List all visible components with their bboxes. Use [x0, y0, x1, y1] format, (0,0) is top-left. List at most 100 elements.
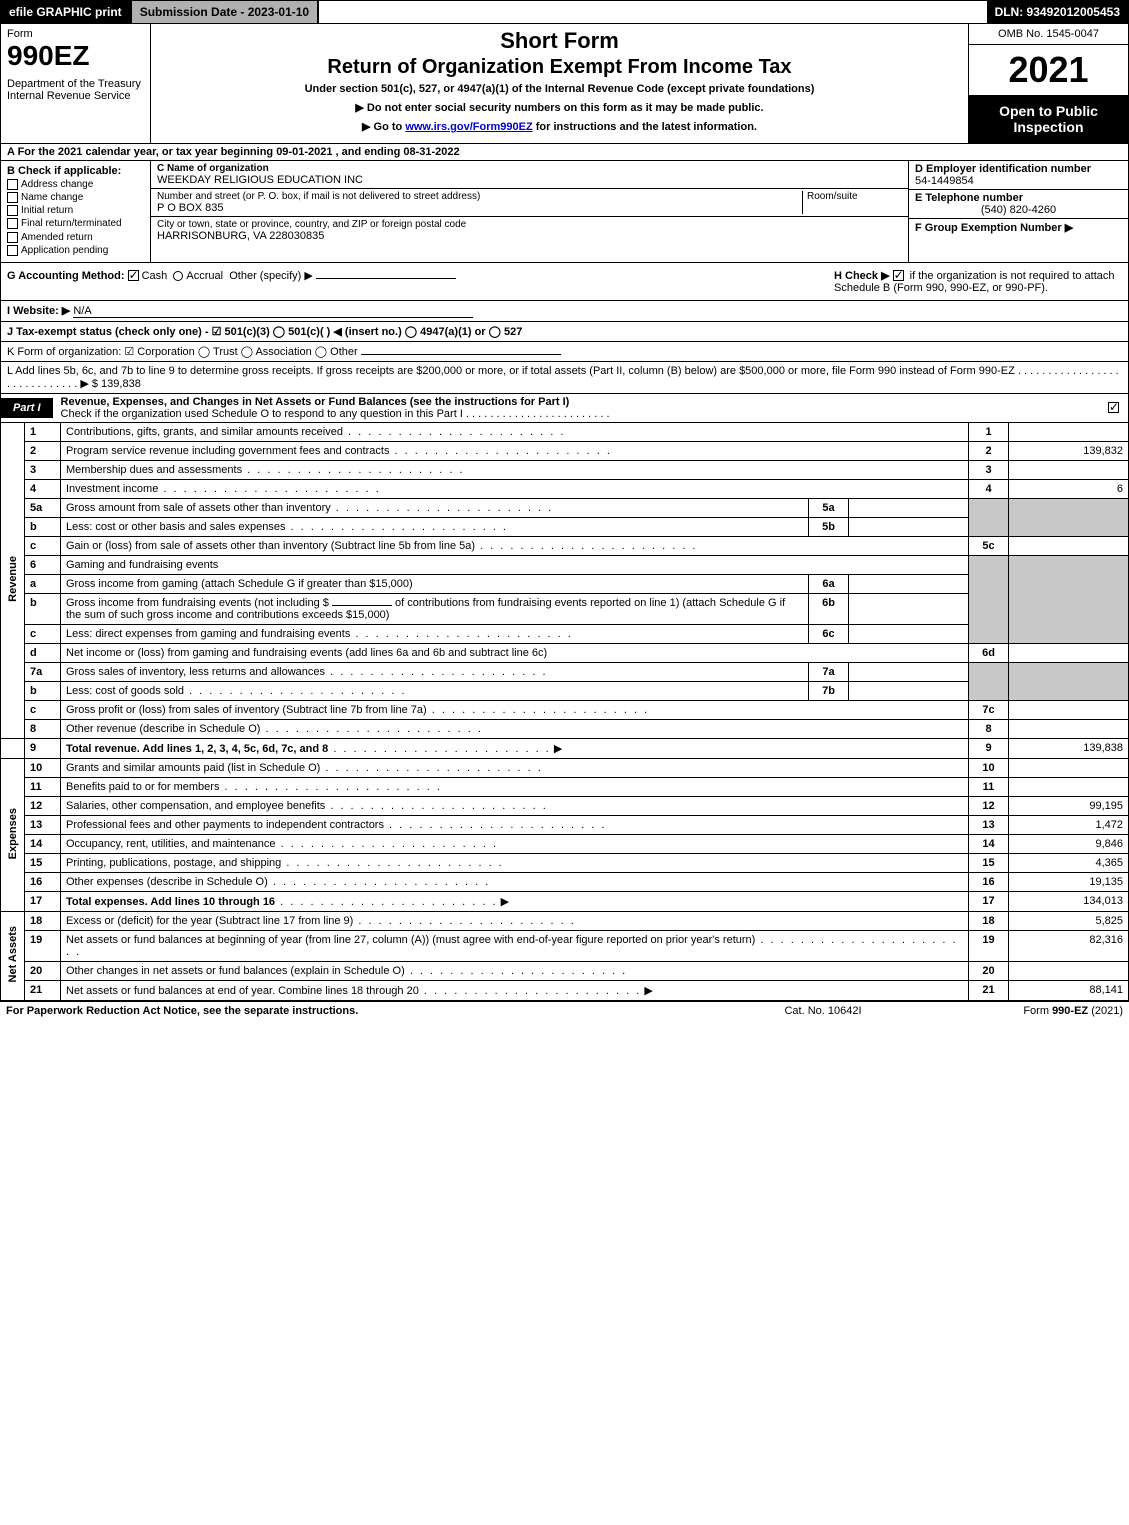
tax-exempt-status: J Tax-exempt status (check only one) - ☑…	[7, 326, 522, 338]
line-7b-subval	[849, 681, 969, 700]
line-18-val: 5,825	[1009, 911, 1129, 930]
line-12-desc: Salaries, other compensation, and employ…	[61, 796, 969, 815]
city-row: City or town, state or province, country…	[151, 217, 908, 244]
part1-schedule-o-check[interactable]	[1108, 402, 1128, 414]
submission-date-button[interactable]: Submission Date - 2023-01-10	[130, 1, 319, 23]
city-label: City or town, state or province, country…	[157, 219, 902, 230]
line-15-val: 4,365	[1009, 853, 1129, 872]
street-row: Number and street (or P. O. box, if mail…	[151, 189, 908, 217]
chk-initial-return[interactable]: Initial return	[7, 205, 144, 216]
footer-right: Form 990-EZ (2021)	[923, 1005, 1123, 1017]
line-12-col: 12	[969, 796, 1009, 815]
arrow-icon: ▶	[501, 896, 509, 908]
arrow-icon: ▶	[644, 985, 652, 997]
revenue-label: Revenue	[1, 423, 25, 739]
line-10-desc: Grants and similar amounts paid (list in…	[61, 758, 969, 777]
line-21-col: 21	[969, 980, 1009, 1000]
ein-label: D Employer identification number	[915, 163, 1091, 175]
line-8-val	[1009, 719, 1129, 738]
other-specify-line[interactable]	[316, 278, 456, 279]
line-5c-col: 5c	[969, 536, 1009, 555]
street-label: Number and street (or P. O. box, if mail…	[157, 191, 802, 202]
line-12-num: 12	[25, 796, 61, 815]
notice-goto: ▶ Go to www.irs.gov/Form990EZ for instru…	[161, 120, 958, 133]
city-value: HARRISONBURG, VA 228030835	[157, 230, 902, 242]
open-to-public: Open to Public Inspection	[969, 95, 1128, 143]
line-7c-num: c	[25, 700, 61, 719]
line-6b-desc: Gross income from fundraising events (no…	[61, 593, 809, 624]
line-21-num: 21	[25, 980, 61, 1000]
line-3-val	[1009, 460, 1129, 479]
part1-sub: Check if the organization used Schedule …	[61, 408, 610, 420]
line-18-desc: Excess or (deficit) for the year (Subtra…	[61, 911, 969, 930]
dln-label: DLN: 93492012005453	[987, 1, 1128, 23]
chk-address-change[interactable]: Address change	[7, 179, 144, 190]
line-6d-val	[1009, 643, 1129, 662]
line-13-desc: Professional fees and other payments to …	[61, 815, 969, 834]
line-4-num: 4	[25, 479, 61, 498]
line-6d-col: 6d	[969, 643, 1009, 662]
section-def: D Employer identification number 54-1449…	[908, 161, 1128, 262]
irs-link[interactable]: www.irs.gov/Form990EZ	[405, 121, 532, 133]
notice-prefix: ▶ Go to	[362, 121, 405, 133]
line-6d-desc: Net income or (loss) from gaming and fun…	[61, 643, 969, 662]
line-21-desc: Net assets or fund balances at end of ye…	[61, 980, 969, 1000]
notice-suffix: for instructions and the latest informat…	[536, 121, 757, 133]
top-bar: efile GRAPHIC print Submission Date - 20…	[0, 0, 1129, 24]
line-7ab-shade	[969, 662, 1009, 700]
line-6b-sub: 6b	[809, 593, 849, 624]
line-14-num: 14	[25, 834, 61, 853]
line-9-col: 9	[969, 738, 1009, 758]
form-subtitle: Under section 501(c), 527, or 4947(a)(1)…	[161, 83, 958, 95]
efile-print-button[interactable]: efile GRAPHIC print	[1, 1, 130, 23]
line-10-val	[1009, 758, 1129, 777]
line-3-num: 3	[25, 460, 61, 479]
chk-amended-return[interactable]: Amended return	[7, 232, 144, 243]
row-l-amount: 139,838	[101, 378, 141, 390]
room-label: Room/suite	[807, 191, 902, 202]
chk-final-return[interactable]: Final return/terminated	[7, 218, 144, 229]
chk-application-pending[interactable]: Application pending	[7, 245, 144, 256]
arrow-icon: ▶	[554, 743, 562, 755]
line-11-val	[1009, 777, 1129, 796]
chk-cash[interactable]	[128, 270, 139, 281]
line-17-desc: Total expenses. Add lines 10 through 16 …	[61, 891, 969, 911]
line-3-desc: Membership dues and assessments	[61, 460, 969, 479]
line-5ab-shade	[969, 498, 1009, 536]
line-2-num: 2	[25, 441, 61, 460]
chk-accrual[interactable]	[173, 271, 183, 281]
department-label: Department of the Treasury Internal Reve…	[7, 78, 144, 102]
line-6-shadeval	[1009, 555, 1129, 643]
short-form-title: Short Form	[161, 28, 958, 54]
chk-name-change[interactable]: Name change	[7, 192, 144, 203]
org-name: WEEKDAY RELIGIOUS EDUCATION INC	[157, 174, 902, 186]
line-1-col: 1	[969, 423, 1009, 442]
form-word: Form	[7, 28, 144, 40]
omb-number: OMB No. 1545-0047	[969, 24, 1128, 45]
line-7a-subval	[849, 662, 969, 681]
row-l-text: L Add lines 5b, 6c, and 7b to line 9 to …	[7, 365, 1119, 390]
line-5c-val	[1009, 536, 1129, 555]
line-7c-desc: Gross profit or (loss) from sales of inv…	[61, 700, 969, 719]
other-org-line[interactable]	[361, 354, 561, 355]
line-17-val: 134,013	[1009, 891, 1129, 911]
line-18-num: 18	[25, 911, 61, 930]
line-11-col: 11	[969, 777, 1009, 796]
cash-label: Cash	[142, 270, 168, 282]
line-6b-blank[interactable]	[332, 605, 392, 606]
line-20-col: 20	[969, 961, 1009, 980]
line-13-col: 13	[969, 815, 1009, 834]
row-j: J Tax-exempt status (check only one) - ☑…	[0, 322, 1129, 342]
chk-schedule-b[interactable]	[893, 270, 904, 281]
line-13-val: 1,472	[1009, 815, 1129, 834]
row-i: I Website: ▶ N/A	[0, 301, 1129, 322]
line-6-shade	[969, 555, 1009, 643]
line-5ab-shadeval	[1009, 498, 1129, 536]
section-b: B Check if applicable: Address change Na…	[1, 161, 151, 262]
header-right: OMB No. 1545-0047 2021 Open to Public In…	[968, 24, 1128, 143]
part1-tab: Part I	[1, 398, 53, 418]
line-19-val: 82,316	[1009, 930, 1129, 961]
line-7a-num: 7a	[25, 662, 61, 681]
line-11-num: 11	[25, 777, 61, 796]
accrual-label: Accrual	[186, 270, 223, 282]
